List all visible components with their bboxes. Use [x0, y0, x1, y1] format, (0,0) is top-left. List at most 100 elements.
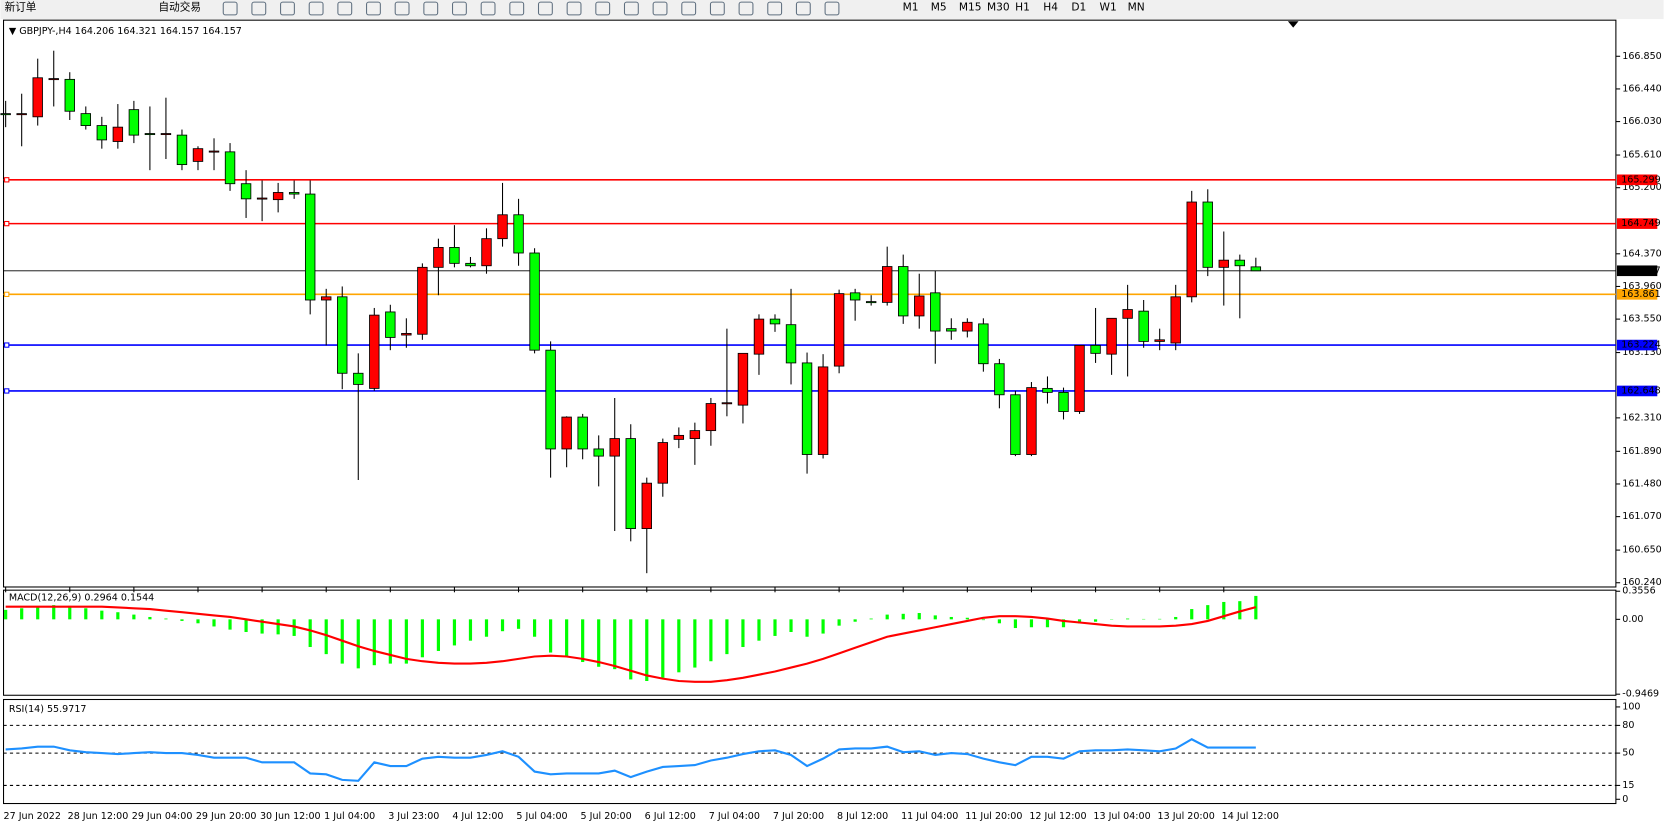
candle-body	[1026, 387, 1037, 455]
level-handle	[4, 388, 10, 394]
macd-bar	[388, 619, 392, 664]
candle-body	[144, 133, 156, 136]
toolbar-icon[interactable]	[222, 1, 238, 16]
timeframe-button[interactable]: M30	[987, 0, 1010, 13]
timeframe-button[interactable]: M15	[959, 0, 982, 13]
toolbar-button[interactable]: 自动交易	[159, 0, 201, 13]
y-tick-label: 160.240	[1622, 577, 1661, 588]
toolbar-icon[interactable]	[308, 1, 324, 16]
y-tick-label: 161.890	[1622, 446, 1661, 457]
toolbar-icon[interactable]	[280, 1, 295, 16]
macd-bar	[581, 619, 585, 663]
candle-body	[481, 238, 492, 267]
macd-bar	[516, 619, 521, 629]
macd-bar	[36, 606, 40, 620]
candle-body	[16, 113, 27, 116]
toolbar-icon[interactable]	[681, 1, 697, 16]
candle-body	[497, 214, 508, 240]
level-handle	[4, 177, 10, 183]
candle-body	[1138, 310, 1149, 342]
x-tick-label: 13 Jul 20:00	[1158, 811, 1215, 822]
timeframe-button[interactable]: MN	[1128, 0, 1145, 13]
x-tick-label: 7 Jul 20:00	[773, 811, 824, 822]
timeframe-button[interactable]: M1	[903, 0, 919, 13]
macd-bar	[661, 619, 665, 678]
rsi-line	[5, 738, 1256, 782]
timeframe-button[interactable]: D1	[1071, 0, 1086, 13]
candle-body	[962, 321, 973, 332]
timeframe-button[interactable]: M5	[931, 0, 947, 13]
macd-bar	[404, 619, 408, 664]
toolbar-icon[interactable]	[795, 1, 811, 16]
candle-body	[978, 323, 989, 365]
toolbar-icon[interactable]	[595, 1, 611, 16]
symbol: ▼	[9, 25, 19, 36]
macd-bar	[677, 619, 681, 673]
toolbar-icon[interactable]	[423, 1, 439, 16]
y-tick-label: 15	[1622, 780, 1634, 791]
level-label: 162.648	[1621, 385, 1660, 396]
toolbar-icon[interactable]	[623, 1, 639, 16]
macd-bar	[196, 619, 200, 624]
timeframe-button[interactable]: H1	[1015, 0, 1030, 13]
toolbar-icon[interactable]	[251, 1, 267, 16]
macd-bar	[276, 619, 280, 635]
y-tick-label: 161.070	[1622, 511, 1661, 522]
toolbar-icon[interactable]	[824, 1, 840, 16]
toolbar-icon[interactable]	[738, 1, 754, 16]
candle-body	[256, 197, 268, 200]
candle-body	[753, 318, 765, 355]
x-tick-label: 7 Jul 04:00	[709, 811, 760, 822]
x-tick-label: 11 Jul 04:00	[901, 811, 958, 822]
candle-body	[641, 482, 652, 530]
macd-bar	[901, 613, 905, 620]
toolbar-button[interactable]: 新订单	[5, 0, 37, 13]
y-tick-label: 0.3556	[1622, 586, 1655, 597]
candle-body	[513, 214, 524, 254]
toolbar-icon[interactable]	[337, 1, 353, 16]
candle-body	[1042, 387, 1053, 393]
macd-bar	[1093, 619, 1098, 622]
y-tick-label: 161.480	[1622, 478, 1661, 489]
toolbar-icon[interactable]	[537, 1, 553, 16]
macd-bar	[629, 619, 633, 680]
macd-bar	[52, 605, 56, 620]
y-tick-label: 166.440	[1622, 83, 1661, 94]
toolbar-icon[interactable]	[566, 1, 582, 16]
y-tick-label: -0.9469	[1622, 689, 1659, 700]
macd-bar	[164, 618, 168, 620]
y-tick-label: 164.370	[1622, 248, 1661, 259]
level-label: 163.861	[1621, 289, 1660, 300]
candle-body	[1186, 201, 1197, 298]
macd-bar	[292, 619, 296, 636]
macd-bar	[981, 619, 985, 621]
macd-bar	[212, 619, 216, 627]
macd-bar	[693, 619, 697, 668]
macd-bar	[372, 619, 376, 666]
toolbar-icon[interactable]	[451, 1, 467, 16]
macd-bar	[725, 619, 729, 655]
macd-bar	[821, 619, 825, 634]
candle-body	[1106, 317, 1117, 355]
rsi-header: RSI(14) 55.9717	[9, 704, 87, 715]
candle-body	[304, 193, 316, 301]
level-handle	[4, 291, 10, 297]
toolbar-icon[interactable]	[509, 1, 525, 16]
macd-bar	[1061, 619, 1066, 628]
macd-bar	[597, 619, 601, 667]
candle-body	[946, 328, 957, 332]
candle-body	[914, 295, 925, 317]
toolbar-icon[interactable]	[709, 1, 725, 16]
timeframe-button[interactable]: W1	[1099, 0, 1116, 13]
toolbar-icon[interactable]	[767, 1, 783, 16]
candle-body	[401, 333, 412, 336]
level-handle	[4, 342, 10, 348]
toolbar-icon[interactable]	[652, 1, 668, 16]
macd-bar	[869, 618, 873, 620]
timeframe-button[interactable]: H4	[1043, 0, 1058, 13]
candle-body	[112, 126, 124, 142]
toolbar-icon[interactable]	[480, 1, 496, 16]
toolbar-icon[interactable]	[394, 1, 410, 16]
toolbar-icon[interactable]	[366, 1, 381, 16]
